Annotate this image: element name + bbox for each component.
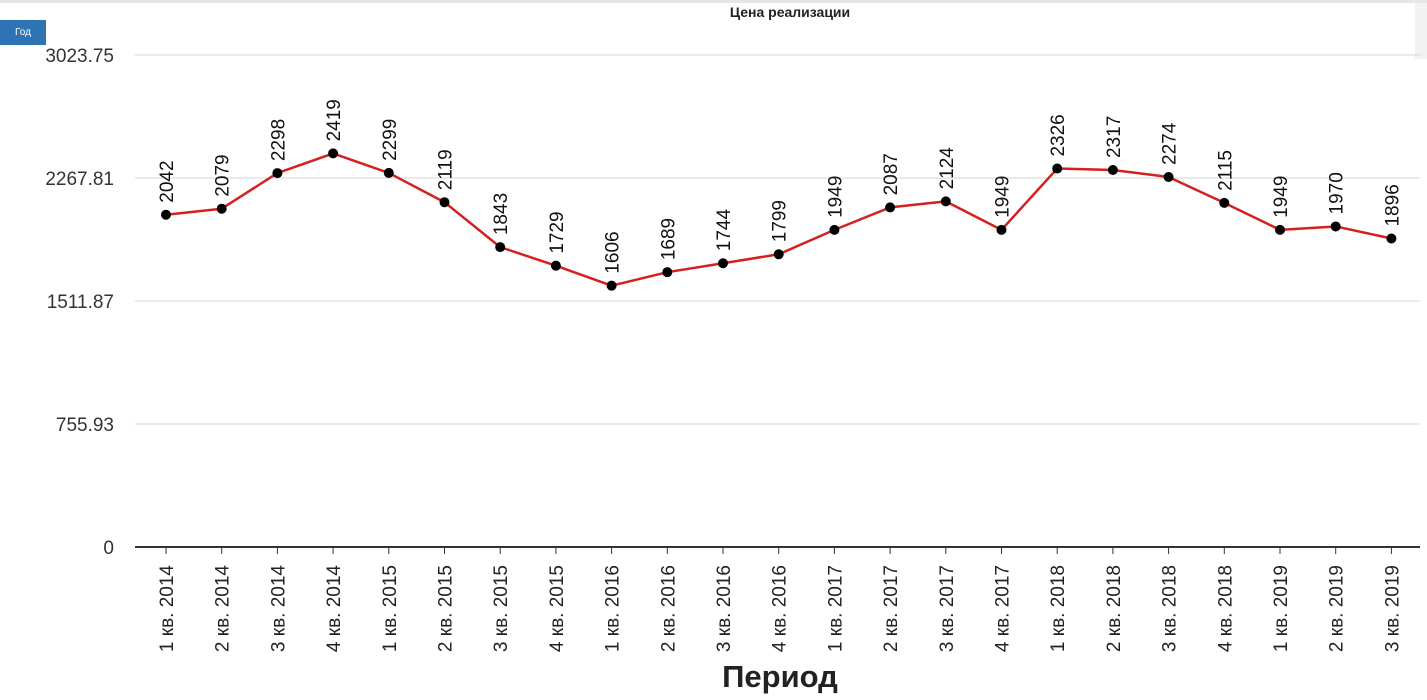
y-axis-ticks: 0 755.93 1511.87 2267.81 3023.75: [45, 46, 114, 559]
data-label: 1744: [714, 209, 735, 252]
x-tick-label: 3 кв. 2019: [1382, 565, 1403, 652]
data-point[interactable]: [996, 224, 1007, 235]
data-point[interactable]: [718, 258, 728, 269]
x-axis-title: Период: [722, 659, 838, 694]
data-point[interactable]: [1107, 164, 1118, 175]
data-label: 2419: [324, 99, 345, 141]
x-tick-label: 3 кв. 2016: [714, 565, 735, 652]
data-point[interactable]: [885, 202, 896, 213]
data-point[interactable]: [383, 167, 394, 178]
data-label: 1799: [770, 200, 791, 242]
data-label: 2042: [157, 160, 178, 202]
y-tick-label: 755.93: [56, 415, 114, 436]
x-tick-label: 3 кв. 2015: [491, 565, 512, 652]
data-label: 2087: [881, 153, 902, 195]
data-label: 1949: [825, 176, 846, 218]
data-label: 1843: [491, 193, 512, 235]
x-axis-ticks: 1 кв. 2014 2 кв. 2014 3 кв. 2014 4 кв. 2014…: [157, 547, 1403, 652]
y-tick-label: 3023.75: [45, 46, 114, 67]
x-tick-label: 2 кв. 2015: [436, 565, 457, 652]
data-label: 2299: [380, 119, 401, 161]
data-labels: 2042 2079 2298 2419 2299 2119 1843 1729 1606 1689…: [157, 99, 1403, 274]
x-tick-label: 4 кв. 2015: [547, 565, 568, 652]
top-border: [0, 0, 1427, 3]
data-label: 2115: [1215, 150, 1236, 191]
year-period-button[interactable]: Год: [0, 20, 46, 45]
data-label: 1606: [603, 231, 624, 273]
x-tick-label: 3 кв. 2017: [937, 565, 958, 652]
x-tick-label: 2 кв. 2017: [881, 565, 902, 652]
data-point[interactable]: [272, 168, 283, 179]
x-tick-label: 4 кв. 2018: [1215, 565, 1236, 652]
y-tick-label: 0: [103, 538, 114, 559]
data-label: 2119: [436, 149, 457, 190]
x-tick-label: 4 кв. 2014: [324, 565, 345, 653]
data-label: 2124: [937, 147, 958, 190]
data-point[interactable]: [1052, 163, 1063, 174]
data-point[interactable]: [1386, 233, 1397, 244]
data-label: 2079: [213, 154, 234, 196]
data-point[interactable]: [550, 260, 561, 271]
data-label: 1689: [658, 218, 679, 260]
grid-lines: [135, 54, 1420, 425]
chart-title: Цена реализации: [730, 4, 850, 20]
data-label: 1970: [1327, 172, 1348, 214]
data-label: 2326: [1048, 114, 1069, 156]
data-label: 1896: [1382, 184, 1403, 226]
data-label: 1949: [1271, 176, 1292, 218]
scrollbar-track[interactable]: [1415, 3, 1427, 59]
y-tick-label: 2267.81: [45, 169, 114, 190]
data-point[interactable]: [1163, 171, 1174, 182]
x-tick-label: 4 кв. 2016: [770, 565, 791, 652]
data-label: 2317: [1104, 116, 1125, 158]
data-point[interactable]: [829, 224, 840, 235]
x-tick-label: 1 кв. 2015: [380, 565, 401, 652]
x-tick-label: 2 кв. 2019: [1327, 565, 1348, 652]
data-label: 1949: [993, 176, 1014, 218]
x-tick-label: 2 кв. 2016: [658, 565, 679, 652]
data-label: 1729: [547, 211, 568, 253]
data-label: 2298: [268, 119, 289, 161]
x-tick-label: 1 кв. 2019: [1271, 565, 1292, 652]
data-point[interactable]: [439, 197, 450, 208]
x-tick-label: 2 кв. 2014: [213, 565, 234, 653]
x-tick-label: 1 кв. 2014: [157, 565, 178, 653]
x-tick-label: 3 кв. 2014: [268, 565, 289, 653]
data-point[interactable]: [495, 242, 506, 253]
x-tick-label: 3 кв. 2018: [1160, 565, 1181, 652]
data-point[interactable]: [606, 280, 617, 291]
data-point[interactable]: [1330, 221, 1341, 232]
series: [161, 148, 1397, 291]
x-tick-label: 1 кв. 2016: [603, 565, 624, 652]
x-tick-label: 2 кв. 2018: [1104, 565, 1125, 652]
data-point[interactable]: [328, 148, 339, 159]
data-point[interactable]: [161, 209, 171, 220]
data-point[interactable]: [1219, 197, 1230, 208]
data-point[interactable]: [662, 267, 673, 278]
data-point[interactable]: [1275, 224, 1285, 235]
y-tick-label: 1511.87: [47, 292, 114, 313]
x-tick-label: 4 кв. 2017: [993, 565, 1014, 652]
data-point[interactable]: [940, 196, 951, 207]
data-point[interactable]: [773, 249, 784, 260]
data-point[interactable]: [216, 203, 227, 214]
data-label: 2274: [1160, 122, 1181, 165]
x-tick-label: 1 кв. 2017: [825, 565, 846, 652]
x-tick-label: 1 кв. 2018: [1048, 565, 1069, 652]
